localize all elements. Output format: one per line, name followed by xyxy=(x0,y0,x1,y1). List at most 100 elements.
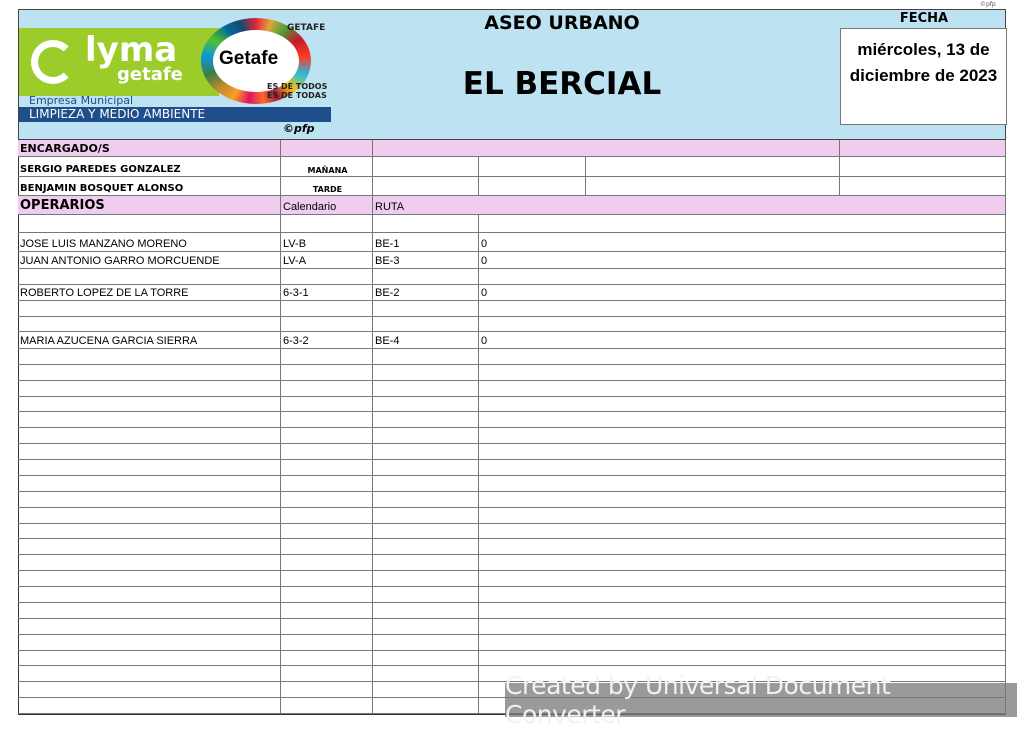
header: lyma getafe Getafe GETAFE ES DE TODOS ES… xyxy=(18,9,1007,140)
operario-calendar xyxy=(281,666,373,683)
operario-name xyxy=(18,634,281,651)
operario-name xyxy=(18,364,281,381)
operario-name xyxy=(18,475,281,492)
operario-calendar xyxy=(281,301,373,317)
operario-value xyxy=(479,539,1006,556)
operario-calendar xyxy=(281,412,373,429)
operario-calendar xyxy=(281,491,373,508)
operario-calendar xyxy=(281,571,373,588)
operario-value xyxy=(479,444,1006,461)
operario-name: MARIA AZUCENA GARCIA SIERRA xyxy=(18,332,281,349)
operario-route xyxy=(373,444,479,461)
operario-route xyxy=(373,349,479,365)
operario-value xyxy=(479,428,1006,445)
operario-calendar xyxy=(281,698,373,714)
operario-calendar xyxy=(281,428,373,445)
operario-name xyxy=(18,587,281,603)
operario-route xyxy=(373,682,479,699)
operario-value xyxy=(479,460,1006,476)
operario-calendar xyxy=(281,539,373,556)
operario-calendar: LV-A xyxy=(281,252,373,269)
operario-calendar: 6-3-1 xyxy=(281,285,373,301)
logo-copyright: ©pfp xyxy=(283,122,315,135)
operario-value xyxy=(479,587,1006,603)
location-title: EL BERCIAL xyxy=(462,66,662,102)
operario-name xyxy=(18,602,281,619)
operario-name: ROBERTO LOPEZ DE LA TORRE xyxy=(18,285,281,301)
operario-route xyxy=(373,666,479,683)
operario-name xyxy=(18,618,281,635)
operario-name xyxy=(18,269,281,285)
operario-calendar xyxy=(281,396,373,413)
encargado-cell xyxy=(373,177,479,196)
operario-name xyxy=(18,412,281,429)
operario-value xyxy=(479,396,1006,413)
operario-calendar xyxy=(281,317,373,332)
operario-value xyxy=(479,507,1006,524)
copyright-small: ©pfp xyxy=(980,1,996,8)
operario-name xyxy=(18,523,281,540)
date-value: miércoles, 13 de diciembre de 2023 xyxy=(840,28,1007,125)
operario-name xyxy=(18,460,281,476)
operario-value xyxy=(479,317,1006,332)
operario-value xyxy=(479,412,1006,429)
operario-name xyxy=(18,491,281,508)
company-label: Empresa Municipal xyxy=(29,94,134,107)
operario-value: 0 xyxy=(479,252,1006,269)
operario-value xyxy=(479,364,1006,381)
operario-route: BE-2 xyxy=(373,285,479,301)
operario-value xyxy=(479,650,1006,667)
operario-value xyxy=(479,634,1006,651)
operario-name xyxy=(18,698,281,714)
lyma-swirl-icon xyxy=(31,40,75,84)
operario-calendar xyxy=(281,523,373,540)
operario-route xyxy=(373,587,479,603)
operario-route xyxy=(373,364,479,381)
operario-value xyxy=(479,523,1006,540)
operario-name xyxy=(18,301,281,317)
page-title: ASEO URBANO xyxy=(484,12,640,34)
operario-route: BE-3 xyxy=(373,252,479,269)
operario-route xyxy=(373,634,479,651)
operario-calendar xyxy=(281,380,373,397)
operario-calendar xyxy=(281,269,373,285)
operario-value xyxy=(479,301,1006,317)
operario-value: 0 xyxy=(479,332,1006,349)
operario-value xyxy=(479,215,1006,233)
encargado-cell xyxy=(479,177,586,196)
operario-value xyxy=(479,571,1006,588)
operario-name xyxy=(18,215,281,233)
operario-value xyxy=(479,666,1006,683)
operario-value xyxy=(479,555,1006,572)
operario-value xyxy=(479,269,1006,285)
operario-route xyxy=(373,396,479,413)
encargado-cell xyxy=(479,157,586,177)
operario-route xyxy=(373,215,479,233)
operario-route xyxy=(373,460,479,476)
operario-name xyxy=(18,444,281,461)
operario-name: JOSE LUIS MANZANO MORENO xyxy=(18,233,281,252)
logo: lyma getafe Getafe GETAFE ES DE TODOS ES… xyxy=(19,18,331,135)
operario-calendar xyxy=(281,602,373,619)
operario-name xyxy=(18,682,281,699)
operario-name xyxy=(18,507,281,524)
operario-name xyxy=(18,349,281,365)
slogan-2: ES DE TODAS xyxy=(267,91,327,100)
operario-calendar xyxy=(281,555,373,572)
operario-route xyxy=(373,523,479,540)
encargado-cell xyxy=(586,177,840,196)
operarios-header: OPERARIOS xyxy=(18,196,281,215)
operario-route xyxy=(373,602,479,619)
operario-route xyxy=(373,555,479,572)
operario-calendar xyxy=(281,460,373,476)
operario-name xyxy=(18,555,281,572)
operario-route xyxy=(373,475,479,492)
company-line: LIMPIEZA Y MEDIO AMBIENTE xyxy=(19,107,331,122)
encargado-cell xyxy=(373,157,479,177)
operario-value: 0 xyxy=(479,233,1006,252)
operario-calendar xyxy=(281,507,373,524)
operario-route xyxy=(373,491,479,508)
operario-route xyxy=(373,269,479,285)
operario-route xyxy=(373,650,479,667)
watermark: Created by Universal Document Converter xyxy=(505,671,1017,729)
